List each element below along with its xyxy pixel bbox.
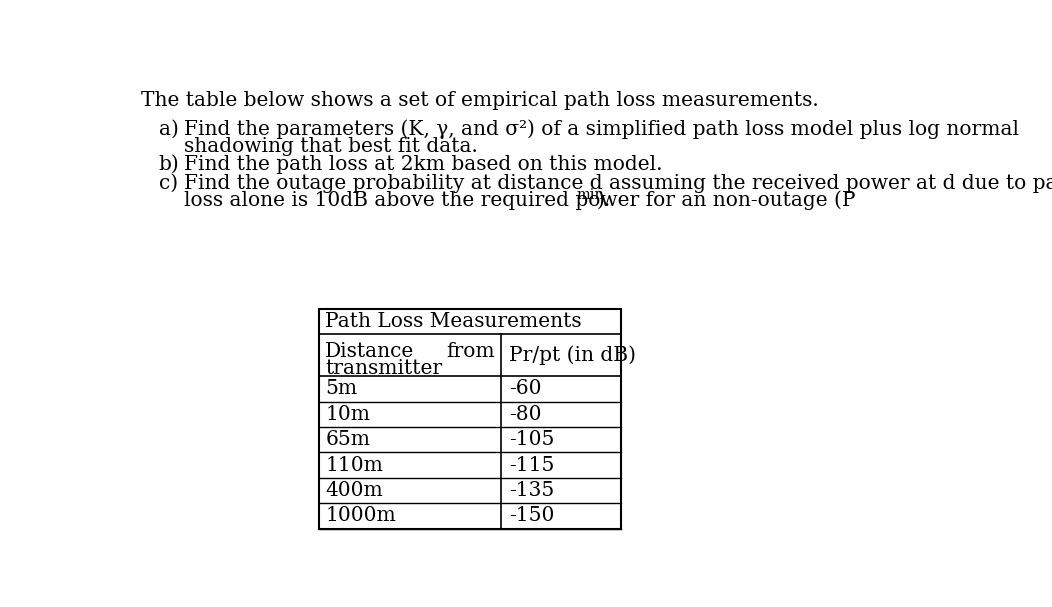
Text: -60: -60	[509, 379, 542, 398]
Text: -135: -135	[509, 481, 554, 500]
Text: Path Loss Measurements: Path Loss Measurements	[325, 312, 582, 331]
Text: 1000m: 1000m	[325, 506, 396, 526]
Text: Find the parameters (K, γ, and σ²) of a simplified path loss model plus log norm: Find the parameters (K, γ, and σ²) of a …	[184, 120, 1019, 140]
Text: min: min	[576, 188, 604, 202]
Text: loss alone is 10dB above the required power for an non-outage (P: loss alone is 10dB above the required po…	[184, 191, 855, 210]
Bar	[319, 309, 622, 529]
Text: b): b)	[159, 155, 180, 174]
Text: Pr/pt (in dB): Pr/pt (in dB)	[509, 345, 635, 365]
Text: shadowing that best fit data.: shadowing that best fit data.	[184, 137, 478, 156]
Text: from: from	[446, 342, 495, 361]
Text: 110m: 110m	[325, 456, 383, 475]
Text: Distance: Distance	[325, 342, 414, 361]
Text: Find the outage probability at distance d assuming the received power at d due t: Find the outage probability at distance …	[184, 174, 1052, 192]
Text: 5m: 5m	[325, 379, 358, 398]
Text: Find the path loss at 2km based on this model.: Find the path loss at 2km based on this …	[184, 155, 663, 174]
Text: 400m: 400m	[325, 481, 383, 500]
Text: transmitter: transmitter	[325, 359, 443, 378]
Text: -105: -105	[509, 430, 554, 449]
Text: The table below shows a set of empirical path loss measurements.: The table below shows a set of empirical…	[141, 91, 818, 110]
Text: -150: -150	[509, 506, 554, 526]
Text: -80: -80	[509, 405, 542, 424]
Text: c): c)	[159, 174, 178, 192]
Text: ).: ).	[596, 191, 611, 209]
Text: -115: -115	[509, 456, 554, 475]
Text: 10m: 10m	[325, 405, 370, 424]
Text: a): a)	[159, 120, 179, 139]
Text: 65m: 65m	[325, 430, 370, 449]
